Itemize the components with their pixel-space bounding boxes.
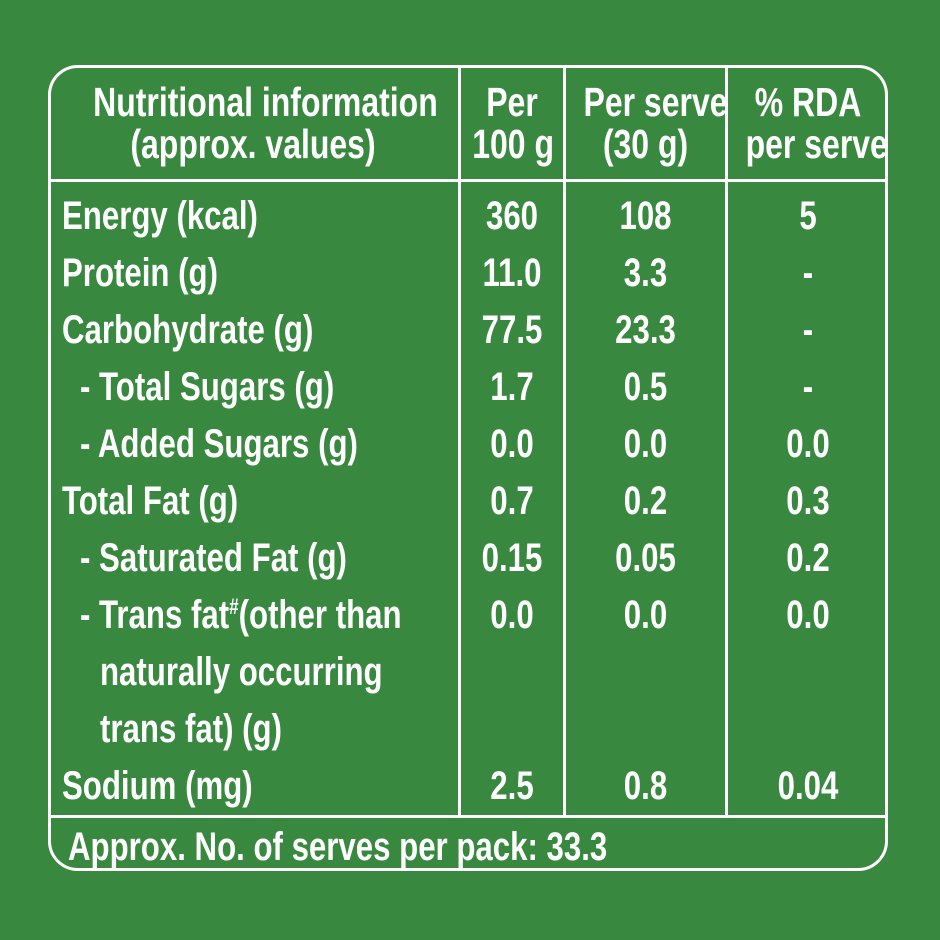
header-per100-line2: 100 g <box>472 121 554 167</box>
row-label-protein: Protein (g) <box>62 251 218 295</box>
value-perserve: 0.2 <box>623 479 668 523</box>
trans-fat-label-qualifier: (other than <box>238 593 402 637</box>
row-label-added-sugars: - Added Sugars (g) <box>80 422 358 466</box>
row-label-carbohydrate: Carbohydrate (g) <box>62 308 314 352</box>
header-divider <box>48 179 888 182</box>
row-label-trans-fat-line2: naturally occurring <box>100 650 383 694</box>
servings-per-pack: Approx. No. of serves per pack: 33.3 <box>68 825 608 869</box>
column-divider <box>458 65 461 817</box>
nutrition-table-border <box>48 65 888 871</box>
row-label-total-fat: Total Fat (g) <box>62 479 239 523</box>
value-perserve: 3.3 <box>623 251 668 295</box>
value-rda: - <box>802 365 814 409</box>
trans-fat-label-text: - Trans fat <box>80 593 230 637</box>
value-perserve: 23.3 <box>615 308 676 352</box>
header-rda-line1: % RDA <box>754 79 862 125</box>
value-rda: 0.0 <box>786 422 830 466</box>
header-per100-line1: Per <box>486 79 538 125</box>
value-per100: 11.0 <box>482 251 542 295</box>
header-nutrient-line2: (approx. values) <box>130 121 376 167</box>
value-per100: 0.0 <box>490 593 534 637</box>
hash-footnote-mark: # <box>229 594 239 619</box>
value-per100: 0.0 <box>490 422 534 466</box>
row-label-trans-fat-line3: trans fat) (g) <box>100 707 282 751</box>
row-label-total-sugars: - Total Sugars (g) <box>80 365 335 409</box>
value-rda: 5 <box>799 194 817 238</box>
value-perserve: 0.0 <box>623 593 668 637</box>
value-per100: 0.7 <box>490 479 534 523</box>
value-per100: 2.5 <box>490 764 534 808</box>
value-rda: - <box>802 308 814 352</box>
value-rda: 0.0 <box>786 593 830 637</box>
value-rda: 0.3 <box>786 479 830 523</box>
column-divider <box>725 65 728 817</box>
row-label-sodium: Sodium (mg) <box>62 764 253 808</box>
value-rda: 0.2 <box>786 536 830 580</box>
value-per100: 77.5 <box>481 308 543 352</box>
header-rda-line2: per serve <box>745 121 888 167</box>
value-perserve: 108 <box>619 194 672 238</box>
header-perserve-line1: Per serve <box>583 79 728 125</box>
value-rda: 0.04 <box>777 764 839 808</box>
header-perserve-line2: (30 g) <box>602 121 689 167</box>
row-label-trans-fat: - Trans fat#(other than <box>80 593 402 637</box>
value-perserve: 0.0 <box>623 422 668 466</box>
row-label-energy: Energy (kcal) <box>62 194 258 238</box>
footer-divider <box>48 815 888 818</box>
value-rda: - <box>802 251 814 295</box>
row-label-saturated-fat: - Saturated Fat (g) <box>80 536 347 580</box>
value-perserve: 0.8 <box>623 764 668 808</box>
value-per100: 360 <box>485 194 539 238</box>
column-divider <box>563 65 566 817</box>
value-per100: 1.7 <box>490 365 534 409</box>
value-perserve: 0.5 <box>623 365 668 409</box>
value-perserve: 0.05 <box>615 536 676 580</box>
header-nutrient-line1: Nutritional information <box>93 79 438 125</box>
value-per100: 0.15 <box>481 536 543 580</box>
